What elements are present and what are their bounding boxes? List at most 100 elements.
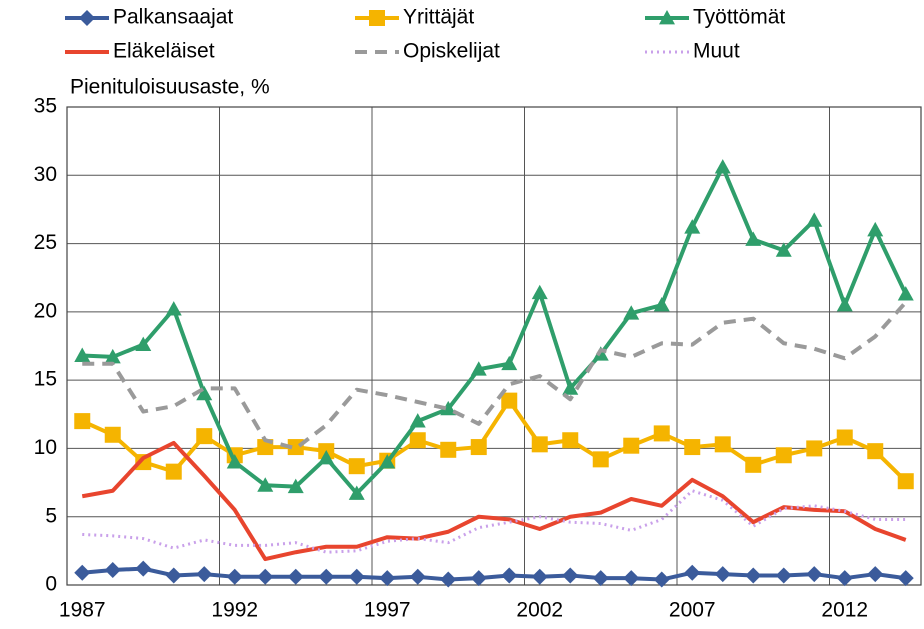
marker bbox=[196, 385, 213, 401]
legend-label: Eläkeläiset bbox=[113, 40, 215, 63]
marker bbox=[165, 567, 182, 584]
marker bbox=[379, 570, 396, 587]
legend-label: Yrittäjät bbox=[403, 6, 474, 29]
marker bbox=[501, 567, 518, 584]
x-tick-label: 1992 bbox=[211, 599, 258, 622]
x-tick-label: 1997 bbox=[364, 599, 411, 622]
marker bbox=[806, 212, 823, 227]
marker bbox=[74, 564, 91, 581]
marker bbox=[226, 568, 243, 585]
x-tick-label: 1987 bbox=[59, 599, 106, 622]
marker bbox=[165, 463, 182, 480]
marker bbox=[470, 361, 487, 376]
marker bbox=[257, 568, 274, 585]
marker bbox=[135, 336, 152, 352]
marker bbox=[74, 347, 91, 362]
marker bbox=[684, 564, 701, 581]
marker bbox=[379, 454, 396, 469]
legend-label: Työttömät bbox=[693, 6, 785, 29]
marker bbox=[653, 425, 670, 442]
marker bbox=[318, 568, 335, 585]
x-tick-label: 2012 bbox=[821, 599, 868, 622]
marker bbox=[745, 567, 762, 584]
series-line bbox=[82, 300, 908, 451]
marker bbox=[348, 458, 365, 475]
marker bbox=[775, 447, 792, 464]
marker bbox=[348, 568, 365, 585]
marker bbox=[775, 567, 792, 584]
series-line bbox=[81, 398, 908, 483]
marker bbox=[714, 436, 731, 453]
marker bbox=[836, 570, 853, 587]
marker bbox=[897, 473, 914, 490]
marker bbox=[897, 570, 914, 587]
plot-frame bbox=[66, 106, 922, 586]
marker bbox=[684, 219, 701, 234]
marker bbox=[440, 400, 457, 416]
legend-label: Opiskelijat bbox=[403, 40, 500, 63]
marker bbox=[287, 478, 304, 494]
marker bbox=[470, 439, 487, 456]
marker bbox=[562, 432, 579, 449]
series-line bbox=[82, 489, 906, 554]
marker bbox=[653, 571, 670, 588]
marker bbox=[623, 437, 640, 454]
marker bbox=[867, 221, 884, 237]
y-tick-label: 30 bbox=[34, 163, 57, 186]
marker bbox=[562, 380, 579, 395]
x-tick-label: 2007 bbox=[669, 599, 716, 622]
legend-label: Palkansaajat bbox=[113, 6, 233, 29]
marker bbox=[745, 456, 762, 473]
marker bbox=[196, 566, 213, 583]
marker bbox=[531, 568, 548, 585]
marker bbox=[470, 570, 487, 587]
marker bbox=[836, 429, 853, 446]
marker bbox=[409, 568, 426, 585]
series-line bbox=[81, 440, 907, 562]
marker bbox=[196, 428, 213, 445]
marker bbox=[104, 348, 121, 364]
marker bbox=[562, 567, 579, 584]
y-tick-label: 15 bbox=[34, 368, 57, 391]
marker bbox=[409, 413, 426, 428]
marker bbox=[348, 485, 365, 500]
marker bbox=[867, 443, 884, 460]
y-tick-label: 25 bbox=[34, 231, 57, 254]
marker bbox=[165, 301, 182, 316]
marker bbox=[714, 159, 731, 174]
series-line bbox=[82, 165, 908, 496]
marker bbox=[531, 284, 548, 300]
legend-label: Muut bbox=[693, 40, 740, 63]
marker bbox=[806, 440, 823, 457]
marker bbox=[226, 454, 243, 469]
marker bbox=[104, 561, 121, 578]
marker bbox=[623, 305, 640, 320]
y-tick-label: 10 bbox=[34, 436, 57, 459]
marker bbox=[104, 426, 121, 443]
marker bbox=[135, 560, 152, 577]
marker bbox=[623, 570, 640, 587]
y-tick-label: 35 bbox=[34, 95, 57, 118]
marker bbox=[440, 441, 457, 458]
marker bbox=[836, 297, 853, 312]
marker bbox=[531, 436, 548, 453]
marker bbox=[369, 10, 385, 26]
y-tick-label: 0 bbox=[45, 573, 57, 596]
marker bbox=[659, 10, 675, 25]
marker bbox=[287, 568, 304, 585]
marker bbox=[318, 449, 335, 465]
y-tick-label: 5 bbox=[45, 504, 57, 527]
marker bbox=[409, 432, 426, 449]
x-tick-label: 2002 bbox=[516, 599, 563, 622]
marker bbox=[501, 355, 518, 371]
marker bbox=[79, 10, 95, 26]
marker bbox=[592, 570, 609, 587]
series-line bbox=[82, 566, 907, 582]
marker bbox=[714, 566, 731, 583]
marker bbox=[592, 451, 609, 468]
marker bbox=[501, 392, 518, 409]
y-tick-label: 20 bbox=[34, 299, 57, 322]
y-axis-label: Pienituloisuusaste, % bbox=[70, 76, 270, 99]
marker bbox=[806, 566, 823, 583]
